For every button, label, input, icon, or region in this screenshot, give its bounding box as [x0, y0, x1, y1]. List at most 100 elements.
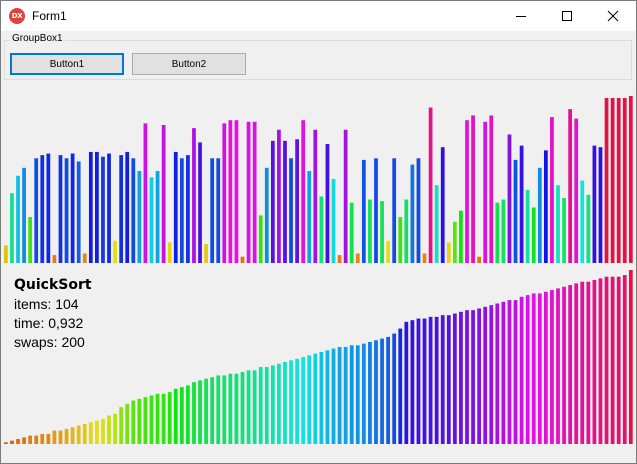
bar-15 — [88, 151, 93, 263]
button2[interactable]: Button2 — [132, 53, 246, 75]
bar-75 — [452, 313, 457, 444]
bar-14 — [82, 423, 87, 444]
bar-16 — [95, 420, 99, 444]
bar-44 — [264, 167, 269, 263]
bar-87 — [525, 190, 530, 263]
bar-100 — [604, 98, 609, 263]
bar-45 — [270, 140, 275, 263]
bar-9 — [52, 255, 57, 263]
algorithm-name: QuickSort — [14, 277, 92, 293]
bar-63 — [380, 201, 384, 263]
bar-10 — [58, 155, 63, 263]
bar-61 — [368, 341, 372, 444]
button1[interactable]: Button1 — [10, 53, 124, 75]
bar-15 — [88, 422, 93, 444]
bar-97 — [586, 281, 591, 444]
bar-6 — [34, 158, 39, 263]
bar-84 — [507, 300, 512, 444]
bar-32 — [192, 128, 196, 263]
bar-68 — [410, 164, 415, 263]
bar-71 — [428, 107, 433, 263]
bar-68 — [410, 320, 415, 444]
bar-43 — [258, 215, 263, 263]
bar-79 — [477, 308, 482, 444]
bar-6 — [34, 435, 39, 444]
bar-83 — [501, 301, 506, 444]
close-button[interactable] — [590, 1, 636, 31]
bar-59 — [355, 253, 360, 263]
bar-13 — [76, 161, 81, 263]
bar-39 — [234, 373, 239, 444]
bar-45 — [270, 365, 275, 444]
bar-60 — [361, 159, 366, 263]
bar-30 — [179, 158, 184, 263]
bar-90 — [543, 150, 548, 263]
bar-99 — [598, 147, 603, 263]
close-icon — [607, 10, 619, 22]
bar-18 — [107, 153, 111, 263]
bar-35 — [210, 158, 215, 263]
bar-89 — [537, 167, 542, 263]
bar-12 — [70, 427, 75, 444]
bar-101 — [610, 276, 615, 444]
bar-92 — [556, 185, 560, 263]
bar-80 — [483, 121, 488, 263]
bar-90 — [543, 291, 548, 444]
bar-48 — [289, 158, 293, 263]
bar-33 — [198, 142, 202, 263]
bar-47 — [283, 362, 287, 444]
bar-103 — [622, 98, 627, 263]
minimize-button[interactable] — [498, 1, 544, 31]
bar-84 — [507, 134, 512, 263]
bar-81 — [489, 305, 494, 444]
bar-92 — [556, 288, 560, 444]
maximize-button[interactable] — [544, 1, 590, 31]
bar-41 — [246, 121, 251, 263]
bar-95 — [574, 118, 579, 263]
bar-100 — [604, 276, 609, 444]
bar-65 — [392, 158, 397, 263]
bar-3 — [16, 175, 20, 263]
bar-51 — [307, 170, 312, 263]
bar-9 — [52, 430, 57, 444]
bar-8 — [46, 433, 51, 444]
bar-50 — [301, 120, 306, 263]
bar-80 — [483, 306, 488, 444]
elapsed-time: time: 0,932 — [14, 315, 84, 331]
bar-99 — [598, 278, 603, 444]
bar-37 — [222, 375, 227, 444]
bar-20 — [119, 155, 124, 263]
bar-57 — [343, 346, 348, 444]
bar-29 — [173, 388, 178, 444]
bar-91 — [550, 290, 554, 444]
bar-64 — [386, 336, 390, 444]
bar-63 — [380, 338, 384, 444]
bar-86 — [519, 145, 524, 263]
bar-2 — [10, 440, 14, 444]
bar-34 — [204, 378, 208, 444]
bar-72 — [434, 316, 439, 444]
bar-28 — [167, 392, 172, 444]
bar-96 — [580, 180, 585, 263]
bar-74 — [446, 315, 451, 444]
items-count: items: 104 — [14, 296, 79, 312]
bar-23 — [137, 398, 142, 444]
bar-72 — [434, 185, 439, 263]
minimize-icon — [516, 16, 526, 17]
bar-23 — [137, 170, 142, 263]
bar-7 — [40, 433, 45, 444]
bar-89 — [537, 293, 542, 444]
bar-85 — [513, 300, 518, 444]
bar-49 — [295, 139, 299, 263]
bar-71 — [428, 316, 433, 444]
bar-21 — [125, 151, 130, 263]
bar-36 — [216, 375, 221, 444]
swap-count: swaps: 200 — [14, 334, 85, 350]
bar-33 — [198, 380, 202, 444]
bar-36 — [216, 158, 221, 263]
bar-38 — [228, 120, 233, 263]
bar-3 — [16, 438, 20, 444]
title-bar[interactable]: DX Form1 — [1, 1, 636, 31]
window-title: Form1 — [32, 9, 67, 23]
bar-17 — [101, 156, 105, 263]
